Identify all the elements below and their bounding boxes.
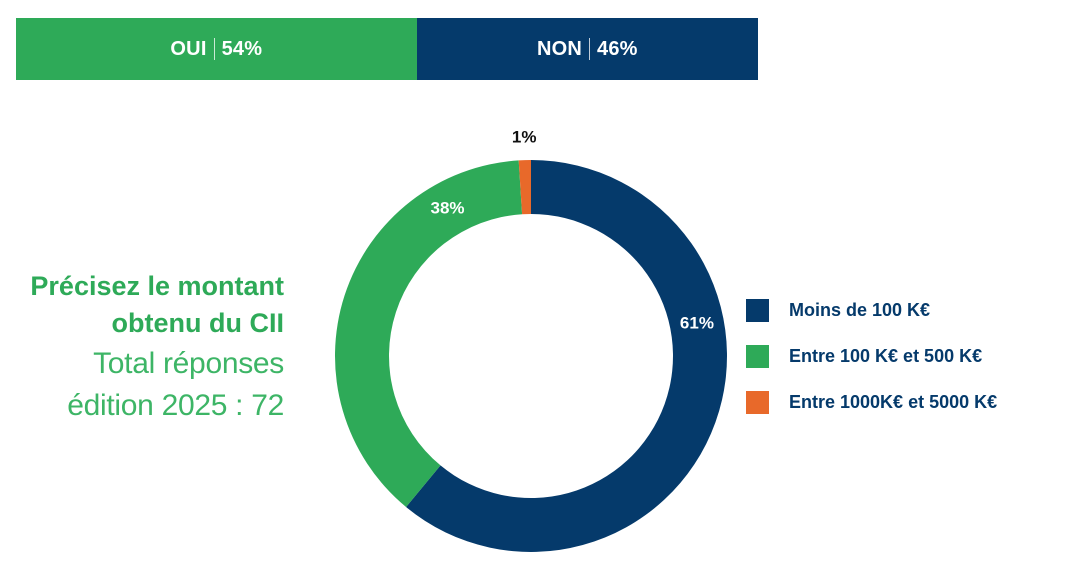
legend-label: Entre 100 K€ et 500 K€ (789, 345, 983, 366)
split-segment-oui-percent: 54% (221, 37, 263, 60)
split-segment-non-label: NON (536, 37, 583, 60)
question-title-line-1: Précisez le montant (30, 271, 284, 301)
donut-data-label: 61% (680, 313, 714, 332)
question-title-line-2: obtenu du CII (111, 308, 284, 338)
split-separator (213, 38, 215, 60)
legend-label: Moins de 100 K€ (789, 299, 931, 320)
donut-slice-moins-100k (406, 160, 728, 552)
legend-item-1000k-5000k: Entre 1000K€ et 5000 K€ (746, 390, 997, 414)
question-block: Précisez le montant obtenu du CII Total … (0, 268, 284, 426)
split-segment-non: NON 46% (416, 18, 758, 80)
legend-item-100k-500k: Entre 100 K€ et 500 K€ (746, 344, 997, 368)
split-segment-non-percent: 46% (597, 37, 638, 60)
legend-swatch-orange (746, 390, 769, 414)
donut-data-label: 38% (431, 199, 465, 218)
split-separator (589, 38, 591, 60)
split-segment-oui-label: OUI (170, 37, 207, 60)
donut-slice-1000k-5000k (518, 160, 531, 215)
legend-swatch-green (746, 344, 769, 368)
donut-data-label: 1% (512, 128, 537, 147)
legend-label: Entre 1000K€ et 5000 K€ (789, 391, 998, 412)
donut-slice-100k-500k (335, 160, 523, 508)
oui-non-split-bar: OUI 54% NON 46% (16, 18, 758, 80)
question-subtitle-line-2: édition 2025 : 72 (67, 389, 284, 422)
split-segment-oui: OUI 54% (16, 18, 417, 80)
legend-swatch-navy (746, 298, 769, 322)
legend-item-moins-100k: Moins de 100 K€ (746, 298, 997, 322)
question-subtitle-line-1: Total réponses (93, 347, 284, 380)
chart-legend: Moins de 100 K€ Entre 100 K€ et 500 K€ E… (746, 298, 997, 436)
